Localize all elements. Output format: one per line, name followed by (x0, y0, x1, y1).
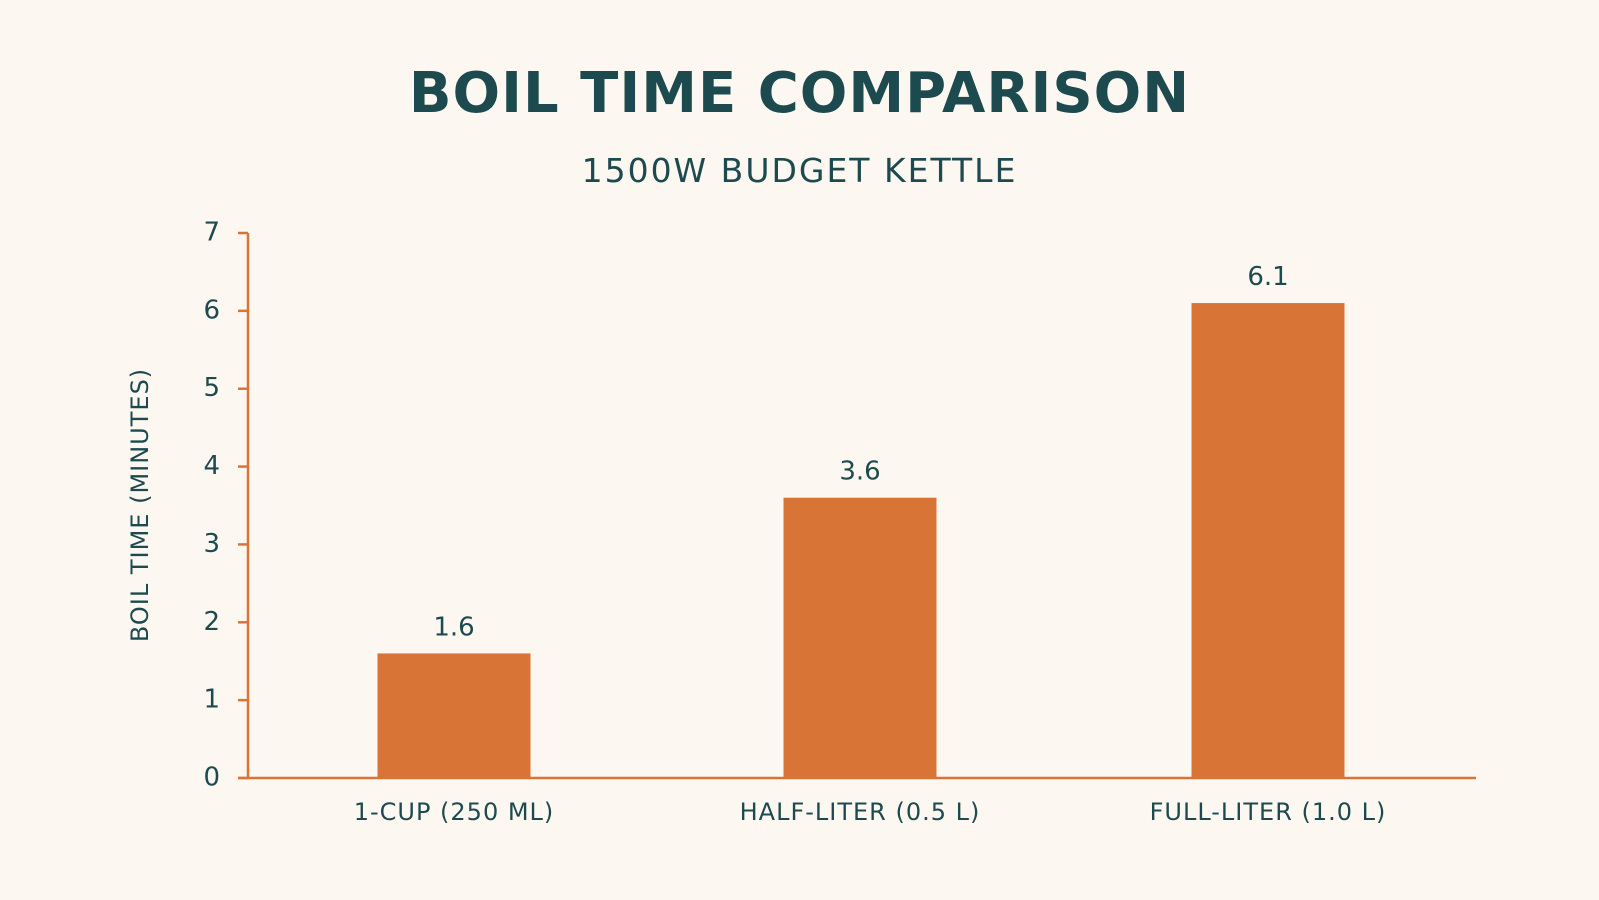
category-label-1: 1-CUP (250 ML) (354, 798, 555, 826)
data-label-2: 3.6 (839, 457, 880, 487)
data-label-1: 1.6 (433, 612, 474, 642)
data-label-3: 6.1 (1247, 262, 1288, 292)
y-tick-label-4: 4 (203, 451, 220, 481)
chart-subtitle: 1500W BUDGET KETTLE (581, 151, 1018, 190)
y-axis-title: BOIL TIME (MINUTES) (126, 368, 154, 642)
bar-1 (377, 653, 531, 778)
y-tick-label-6: 6 (203, 295, 220, 325)
y-tick-label-7: 7 (203, 218, 220, 248)
y-tick-label-5: 5 (203, 373, 220, 403)
category-label-3: FULL-LITER (1.0 L) (1150, 798, 1387, 826)
y-tick-label-2: 2 (203, 607, 220, 637)
bar-3 (1191, 303, 1345, 778)
bar-2 (783, 497, 937, 778)
chart-title: BOIL TIME COMPARISON (408, 61, 1191, 126)
y-tick-label-3: 3 (203, 529, 220, 559)
y-tick-label-0: 0 (203, 763, 220, 793)
y-tick-label-1: 1 (203, 685, 220, 715)
category-label-2: HALF-LITER (0.5 L) (740, 798, 981, 826)
